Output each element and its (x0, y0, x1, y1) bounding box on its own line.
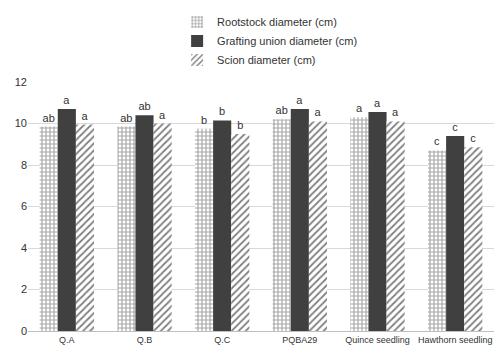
svg-text:8: 8 (21, 159, 27, 171)
svg-text:ab: ab (120, 112, 132, 124)
svg-text:a: a (392, 106, 399, 118)
svg-text:c: c (452, 121, 458, 133)
svg-text:a: a (356, 102, 363, 114)
svg-text:4: 4 (21, 242, 27, 254)
svg-text:Quince seedling: Quince seedling (345, 335, 410, 345)
svg-text:Hawthorn seedling: Hawthorn seedling (418, 335, 493, 345)
svg-text:b: b (201, 114, 207, 126)
svg-text:10: 10 (15, 117, 27, 129)
svg-text:Q.C: Q.C (214, 335, 231, 345)
svg-text:a: a (314, 106, 321, 118)
svg-text:a: a (63, 94, 70, 106)
svg-text:0: 0 (21, 325, 27, 337)
svg-text:b: b (237, 119, 243, 131)
svg-text:c: c (434, 135, 440, 147)
svg-text:a: a (374, 97, 381, 109)
svg-text:Q.B: Q.B (137, 335, 153, 345)
svg-text:Q.A: Q.A (59, 335, 75, 345)
svg-text:a: a (81, 110, 88, 122)
svg-text:2: 2 (21, 283, 27, 295)
svg-text:b: b (219, 105, 225, 117)
svg-text:ab: ab (138, 100, 150, 112)
svg-text:Rootstock diameter (cm): Rootstock diameter (cm) (217, 16, 337, 28)
svg-text:Grafting union diameter (cm): Grafting union diameter (cm) (217, 35, 357, 47)
svg-text:PQBA29: PQBA29 (282, 335, 317, 345)
svg-text:6: 6 (21, 200, 27, 212)
svg-text:c: c (470, 132, 476, 144)
svg-text:12: 12 (15, 76, 27, 88)
svg-text:ab: ab (43, 112, 55, 124)
svg-text:ab: ab (276, 104, 288, 116)
svg-text:a: a (159, 109, 166, 121)
svg-text:Scion diameter (cm): Scion diameter (cm) (217, 54, 315, 66)
svg-text:a: a (296, 94, 303, 106)
